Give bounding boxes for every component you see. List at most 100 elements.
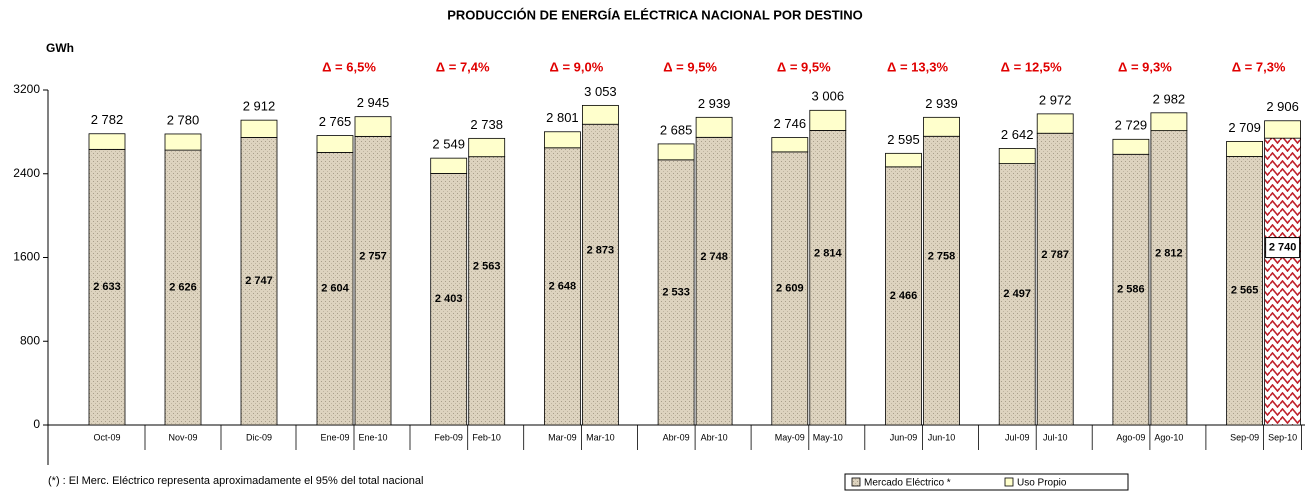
- bar-segment: [544, 147, 581, 426]
- annotation: Δ = 13,3%: [887, 59, 948, 74]
- data-label-box: [1265, 237, 1301, 259]
- x-tick-label: Ene-09: [320, 432, 349, 442]
- x-tick-label: Nov-09: [168, 432, 197, 442]
- total-label: 2 972: [1039, 92, 1072, 107]
- bar-segment: [809, 109, 847, 131]
- data-label: 2 757: [359, 251, 387, 263]
- bar-segment: [1264, 137, 1301, 426]
- data-label: 2 563: [473, 261, 501, 273]
- x-tick-label: May-10: [813, 432, 843, 442]
- data-label: 2 747: [245, 275, 273, 287]
- total-label: 2 595: [887, 132, 920, 147]
- data-label: 2 787: [1041, 249, 1069, 261]
- bar-segment: [164, 149, 202, 426]
- total-label: 2 945: [357, 95, 390, 110]
- x-tick-label: Mar-09: [548, 432, 577, 442]
- bar-segment: [316, 135, 354, 153]
- x-tick-label: Jun-09: [890, 432, 918, 442]
- annotation: Δ = 12,5%: [1001, 59, 1062, 74]
- total-label: 3 006: [812, 89, 845, 104]
- bar-segment: [164, 133, 202, 151]
- x-tick-label: Ago-09: [1116, 432, 1145, 442]
- x-tick-label: Mar-10: [586, 432, 615, 442]
- total-label: 2 801: [546, 110, 579, 125]
- total-label: 2 746: [774, 116, 807, 131]
- chart-title: PRODUCCIÓN DE ENERGÍA ELÉCTRICA NACIONAL…: [447, 7, 863, 22]
- data-label: 2 497: [1003, 288, 1031, 300]
- bar-segment: [1036, 113, 1074, 134]
- data-label: 2 748: [700, 251, 728, 263]
- data-label: 2 814: [814, 248, 842, 260]
- bar-segment: [1226, 141, 1263, 157]
- total-label: 2 685: [660, 122, 693, 137]
- data-label: 2 812: [1155, 248, 1183, 260]
- annotation: Δ = 6,5%: [322, 59, 376, 74]
- legend: Mercado Eléctrico * Uso Propio: [844, 473, 1129, 491]
- total-label: 2 982: [1153, 91, 1186, 106]
- data-label: 2 740: [1269, 241, 1297, 253]
- annotation: Δ = 9,5%: [777, 59, 831, 74]
- bar-segment: [1112, 153, 1150, 426]
- bar-segment: [316, 151, 354, 426]
- bar-segment: [771, 137, 809, 153]
- bar-segment: [998, 163, 1036, 426]
- bar-segment: [1036, 132, 1074, 426]
- data-label: 2 403: [435, 293, 463, 305]
- x-tick-label: May-09: [775, 432, 805, 442]
- bar-segment: [657, 143, 695, 161]
- bar-segment: [809, 130, 847, 426]
- bar-segment: [1226, 156, 1263, 426]
- legend-swatch: [851, 477, 861, 487]
- bar-segment: [582, 104, 619, 125]
- total-label: 2 939: [925, 96, 958, 111]
- x-tick-label: Ago-10: [1154, 432, 1183, 442]
- bar-segment: [1150, 112, 1188, 132]
- data-label: 2 586: [1117, 284, 1145, 296]
- total-label: 2 738: [470, 117, 503, 132]
- bar-segment: [240, 137, 278, 426]
- bar-segment: [885, 152, 922, 168]
- legend-label: Mercado Eléctrico *: [864, 478, 951, 489]
- total-label: 2 906: [1266, 99, 1299, 114]
- bar-segment: [657, 159, 695, 426]
- annotation: Δ = 7,4%: [436, 59, 490, 74]
- x-tick-label: Feb-09: [434, 432, 463, 442]
- bar-segment: [923, 135, 960, 426]
- legend-label: Uso Propio: [1017, 478, 1067, 489]
- x-tick-label: Abr-09: [663, 432, 690, 442]
- bar-segment: [1150, 130, 1188, 426]
- total-label: 2 729: [1115, 118, 1148, 133]
- legend-swatch: [1004, 477, 1014, 487]
- y-tick-label: 3200: [13, 82, 40, 96]
- data-label: 2 609: [776, 282, 804, 294]
- x-tick-label: Sep-09: [1230, 432, 1259, 442]
- x-tick-label: Sep-10: [1268, 432, 1297, 442]
- x-tick-label: Abr-10: [701, 432, 728, 442]
- data-label: 2 633: [93, 281, 121, 293]
- annotation: Δ = 9,5%: [663, 59, 717, 74]
- data-label: 2 873: [587, 245, 615, 257]
- bar-segment: [430, 173, 468, 426]
- total-label: 2 642: [1001, 127, 1034, 142]
- bar-segment: [771, 151, 809, 426]
- total-label: 2 765: [319, 114, 352, 129]
- data-label: 2 466: [890, 290, 918, 302]
- annotation: Δ = 7,3%: [1232, 59, 1286, 74]
- y-tick-label: 1600: [13, 250, 40, 264]
- y-tick-label: 800: [20, 333, 40, 347]
- x-tick-label: Jun-10: [928, 432, 956, 442]
- bar-segment: [88, 133, 126, 150]
- x-tick-label: Oct-09: [93, 432, 120, 442]
- data-label: 2 626: [169, 281, 197, 293]
- y-axis-label: GWh: [46, 41, 74, 55]
- data-label: 2 758: [928, 251, 956, 263]
- y-tick-label: 2400: [13, 166, 40, 180]
- footnote: (*) : El Merc. Eléctrico representa apro…: [48, 475, 423, 487]
- x-tick-label: Jul-09: [1005, 432, 1030, 442]
- bar-segment: [430, 157, 468, 174]
- legend-box: [844, 473, 1129, 491]
- bar-segment: [695, 116, 733, 138]
- bar-segment: [582, 123, 619, 426]
- x-tick-label: Ene-10: [358, 432, 387, 442]
